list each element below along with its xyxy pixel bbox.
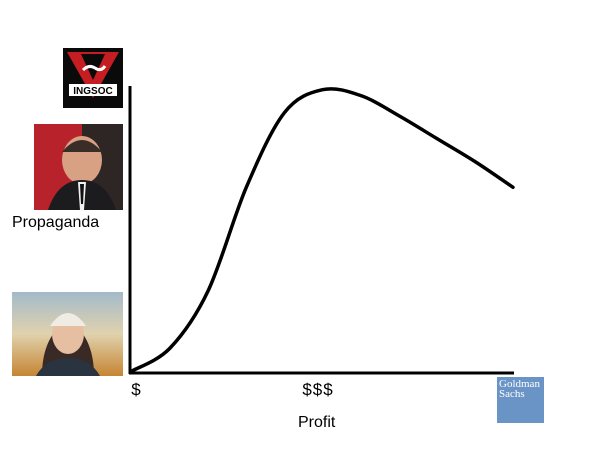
portrait-woman-image bbox=[12, 292, 123, 376]
data-point-10 bbox=[512, 186, 514, 188]
data-point-5 bbox=[322, 89, 324, 91]
goldman-sachs-logo: Goldman Sachs bbox=[497, 377, 544, 423]
ingsoc-text: INGSOC bbox=[73, 86, 112, 97]
portrait-man-drawing bbox=[34, 124, 123, 210]
x-tick-label-low: $ bbox=[131, 380, 141, 399]
portrait-woman-drawing bbox=[12, 292, 123, 376]
ingsoc-logo-image: INGSOC bbox=[63, 48, 123, 108]
x-axis-label: Profit bbox=[298, 414, 336, 431]
data-point-3 bbox=[245, 186, 247, 188]
data-point-6 bbox=[360, 95, 362, 97]
series-line-propaganda bbox=[130, 87, 515, 373]
data-point-7 bbox=[398, 115, 400, 117]
y-axis-label: Propaganda bbox=[12, 214, 100, 231]
ingsoc-logo: INGSOC bbox=[63, 48, 123, 108]
data-point-1 bbox=[169, 347, 171, 349]
data-point-2 bbox=[207, 290, 209, 292]
series-points bbox=[131, 89, 514, 372]
x-tick-label-high: $$$ bbox=[302, 380, 334, 399]
goldman-sachs-text: Goldman Sachs bbox=[499, 378, 540, 400]
portrait-man-image bbox=[34, 124, 123, 210]
data-point-4 bbox=[283, 112, 285, 114]
data-point-8 bbox=[436, 138, 438, 140]
data-point-9 bbox=[474, 161, 476, 163]
data-point-0 bbox=[131, 370, 133, 372]
